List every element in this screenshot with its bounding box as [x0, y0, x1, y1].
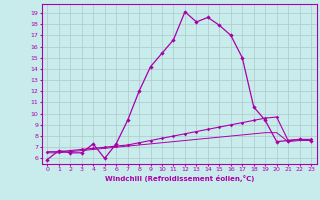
X-axis label: Windchill (Refroidissement éolien,°C): Windchill (Refroidissement éolien,°C): [105, 175, 254, 182]
